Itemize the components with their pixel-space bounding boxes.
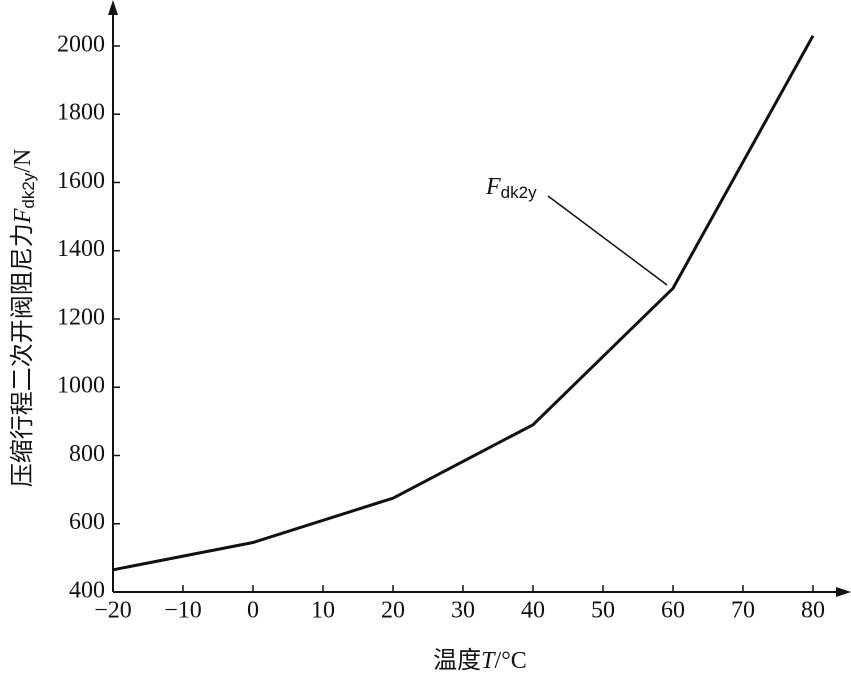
- x-tick-label: 20: [381, 598, 405, 624]
- y-label-subscript: dk2y: [19, 172, 38, 208]
- x-tick-label: 30: [451, 598, 475, 624]
- x-tick-label: −10: [164, 598, 202, 624]
- x-tick-label: 70: [731, 598, 755, 624]
- y-tick-label: 800: [69, 441, 105, 467]
- x-tick-label: 0: [247, 598, 259, 624]
- annotation-symbol: F: [485, 174, 501, 200]
- x-tick-label: 80: [801, 598, 825, 624]
- annotation-subscript: dk2y: [501, 183, 537, 202]
- x-label-text: 温度: [433, 647, 481, 674]
- annotation-leader: [547, 195, 668, 286]
- y-axis-label: 压缩行程二次开阀阻尼力Fdk2y/N: [9, 149, 39, 488]
- y-tick-label: 400: [69, 578, 105, 604]
- y-tick-label: 1000: [57, 373, 105, 399]
- x-axis-arrow: [836, 587, 851, 597]
- x-tick-label: 40: [521, 598, 545, 624]
- y-tick-label: 1400: [57, 236, 105, 262]
- x-axis-label: 温度T/°C: [433, 647, 527, 674]
- y-axis-arrow: [108, 0, 118, 15]
- x-tick-label: −20: [94, 598, 132, 624]
- y-tick-label: 1800: [57, 100, 105, 126]
- y-tick-label: 600: [69, 509, 105, 535]
- annotation: Fdk2y: [485, 174, 537, 203]
- x-tick-label: 60: [661, 598, 685, 624]
- data-line: [112, 34, 815, 572]
- y-label-symbol: F: [10, 208, 36, 224]
- y-label-text: 压缩行程二次开阀阻尼力: [9, 223, 36, 487]
- y-label-unit: /N: [10, 149, 36, 173]
- x-label-unit: /°C: [495, 648, 527, 674]
- y-tick-label: 1200: [57, 304, 105, 330]
- y-tick-label: 1600: [57, 168, 105, 194]
- x-label-symbol: T: [481, 648, 496, 674]
- x-tick-label: 50: [591, 598, 615, 624]
- x-tick-label: 10: [311, 598, 335, 624]
- y-tick-label: 2000: [57, 31, 105, 57]
